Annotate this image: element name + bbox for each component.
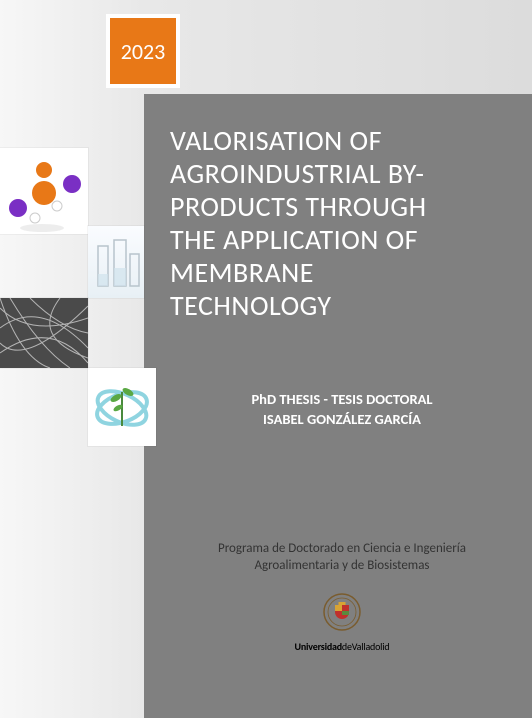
title-line: AGROINDUSTRIAL BY- (170, 157, 514, 190)
year-badge: 2023 (106, 14, 180, 88)
title-line: THE APPLICATION OF (170, 223, 514, 256)
title-line: TECHNOLOGY (170, 289, 514, 322)
university-prefix: Universidad (295, 640, 342, 653)
author-name: ISABEL GONZÁLEZ GARCÍA (170, 410, 514, 430)
main-gray-panel: VALORISATION OF AGROINDUSTRIAL BY- PRODU… (144, 94, 532, 718)
university-name: UniversidaddeValladolid (170, 640, 514, 653)
left-decorative-column (0, 0, 144, 718)
thumbnail-molecules (0, 148, 88, 234)
thumbnail-fibers (0, 298, 88, 368)
program-line: Programa de Doctorado en Ciencia e Ingen… (170, 541, 514, 558)
university-suffix: Valladolid (352, 640, 390, 653)
top-light-area (144, 0, 532, 94)
university-crest-icon (323, 593, 361, 631)
year-text: 2023 (121, 38, 166, 65)
university-middle: de (342, 640, 352, 653)
subtitle-block: PhD THESIS - TESIS DOCTORAL ISABEL GONZÁ… (170, 390, 514, 429)
title-line: PRODUCTS THROUGH (170, 190, 514, 223)
thesis-cover-page: VALORISATION OF AGROINDUSTRIAL BY- PRODU… (0, 0, 532, 718)
program-line: Agroalimentaria y de Biosistemas (170, 558, 514, 575)
thesis-title: VALORISATION OF AGROINDUSTRIAL BY- PRODU… (170, 124, 514, 322)
right-column: VALORISATION OF AGROINDUSTRIAL BY- PRODU… (144, 0, 532, 718)
doctoral-program: Programa de Doctorado en Ciencia e Ingen… (170, 541, 514, 575)
title-line: MEMBRANE (170, 256, 514, 289)
thesis-type-label: PhD THESIS - TESIS DOCTORAL (170, 390, 514, 410)
title-line: VALORISATION OF (170, 124, 514, 157)
university-logo-block: UniversidaddeValladolid (170, 593, 514, 653)
thumbnail-plant-orbit (88, 368, 156, 446)
thumbnail-lab-glassware (88, 226, 144, 298)
